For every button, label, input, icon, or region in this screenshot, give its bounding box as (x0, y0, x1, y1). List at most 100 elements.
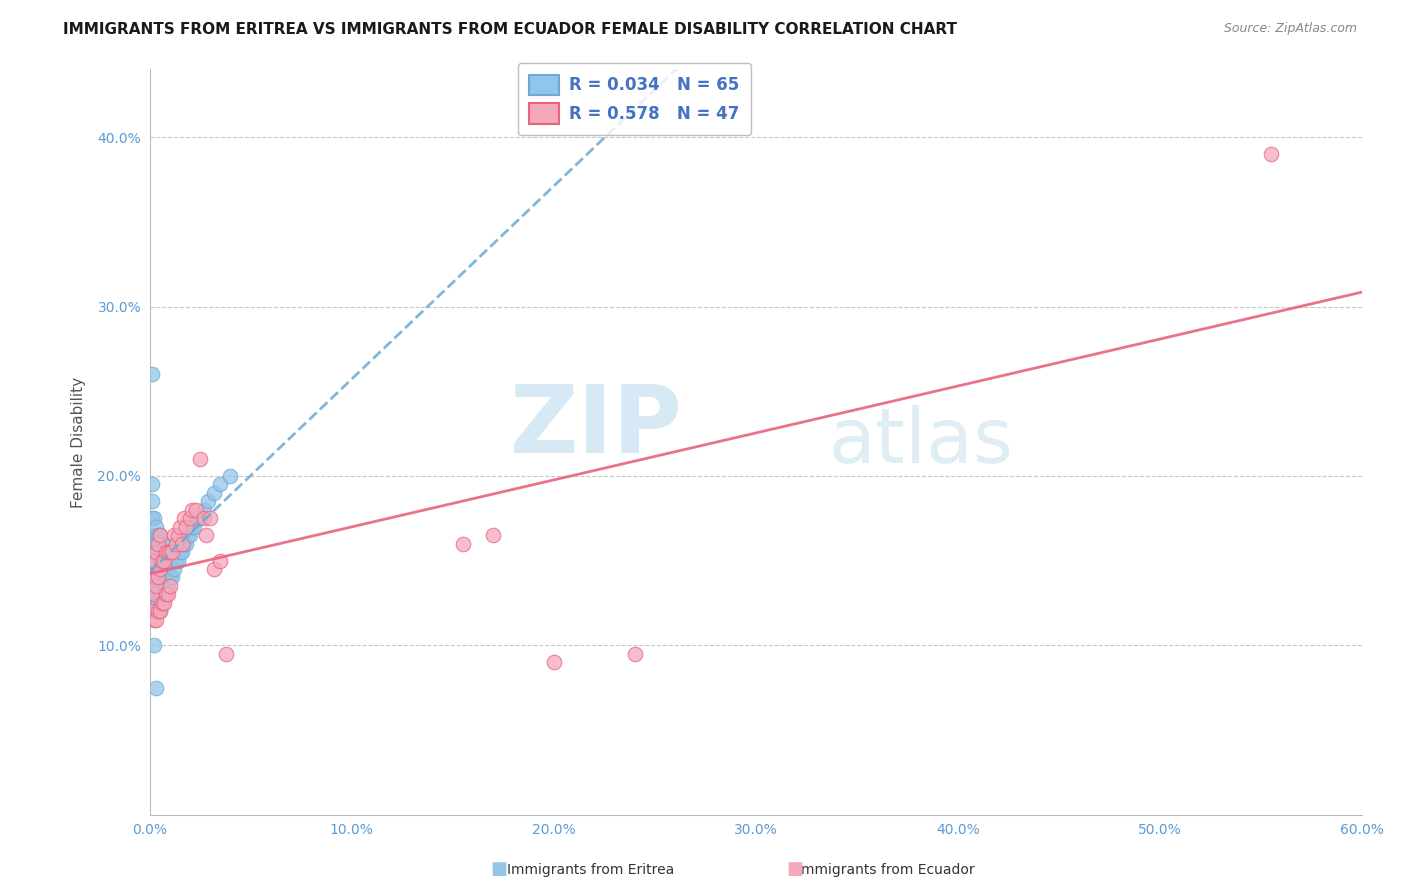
Point (209, 477, 232, 491)
Y-axis label: Female Disability: Female Disability (72, 376, 86, 508)
Point (198, 511, 221, 525)
Point (149, 604, 172, 618)
Point (152, 587, 174, 601)
Point (166, 528, 188, 542)
Point (202, 485, 225, 500)
Point (142, 596, 165, 610)
Point (155, 587, 177, 601)
Point (187, 511, 209, 525)
Point (163, 528, 186, 542)
Point (159, 570, 181, 584)
Point (193, 511, 215, 525)
Point (149, 562, 172, 576)
Text: IMMIGRANTS FROM ERITREA VS IMMIGRANTS FROM ECUADOR FEMALE DISABILITY CORRELATION: IMMIGRANTS FROM ERITREA VS IMMIGRANTS FR… (63, 22, 957, 37)
Point (141, 604, 163, 618)
Point (1260, 147, 1282, 161)
Point (156, 545, 179, 559)
Point (149, 528, 172, 542)
Point (142, 613, 165, 627)
Point (202, 562, 225, 576)
Point (146, 562, 169, 576)
Point (142, 638, 165, 652)
Point (166, 553, 188, 567)
Point (156, 553, 179, 567)
Point (142, 579, 165, 593)
Point (155, 587, 177, 601)
Point (146, 570, 169, 584)
Point (179, 511, 201, 525)
Point (174, 519, 197, 533)
Point (181, 502, 204, 516)
Point (145, 519, 167, 533)
Point (150, 553, 173, 567)
Text: Source: ZipAtlas.com: Source: ZipAtlas.com (1223, 22, 1357, 36)
Point (149, 604, 172, 618)
Point (145, 553, 167, 567)
Point (170, 545, 193, 559)
Point (152, 536, 174, 550)
Point (155, 545, 177, 559)
Point (141, 545, 163, 559)
Point (170, 536, 193, 550)
Point (183, 519, 205, 533)
Point (152, 553, 174, 567)
Text: ■: ■ (786, 860, 803, 878)
Point (181, 519, 204, 533)
Point (152, 596, 174, 610)
Point (197, 494, 219, 508)
Point (163, 562, 186, 576)
Point (174, 536, 197, 550)
Point (141, 562, 163, 576)
Point (543, 655, 565, 669)
Point (146, 536, 169, 550)
Point (160, 545, 183, 559)
Point (145, 613, 167, 627)
Point (142, 587, 165, 601)
Point (177, 528, 200, 542)
Point (482, 528, 505, 542)
Point (155, 536, 177, 550)
Legend: R = 0.034   N = 65, R = 0.578   N = 47: R = 0.034 N = 65, R = 0.578 N = 47 (517, 63, 751, 136)
Point (173, 511, 195, 525)
Point (159, 545, 181, 559)
Point (451, 536, 474, 550)
Point (145, 587, 167, 601)
Point (146, 579, 169, 593)
Text: Immigrants from Ecuador: Immigrants from Ecuador (797, 863, 974, 877)
Point (156, 587, 179, 601)
Point (141, 494, 163, 508)
Point (150, 545, 173, 559)
Point (141, 570, 163, 584)
Point (156, 579, 179, 593)
Point (141, 587, 163, 601)
Point (146, 604, 169, 618)
Point (188, 451, 211, 466)
Point (193, 502, 215, 516)
Point (146, 596, 169, 610)
Point (149, 528, 172, 542)
Point (149, 562, 172, 576)
Point (155, 562, 177, 576)
Point (145, 681, 167, 695)
Point (159, 545, 181, 559)
Text: atlas: atlas (828, 405, 1014, 479)
Point (146, 528, 169, 542)
Point (142, 562, 165, 576)
Text: ZIP: ZIP (510, 381, 683, 473)
Point (145, 604, 167, 618)
Point (142, 553, 165, 567)
Point (145, 570, 167, 584)
Point (179, 528, 201, 542)
Text: Immigrants from Eritrea: Immigrants from Eritrea (508, 863, 673, 877)
Point (623, 647, 645, 661)
Point (150, 596, 173, 610)
Point (159, 579, 181, 593)
Point (150, 570, 173, 584)
Point (142, 511, 165, 525)
Point (142, 545, 165, 559)
Point (219, 468, 242, 483)
Point (141, 528, 163, 542)
Point (169, 519, 191, 533)
Point (160, 570, 183, 584)
Point (145, 579, 167, 593)
